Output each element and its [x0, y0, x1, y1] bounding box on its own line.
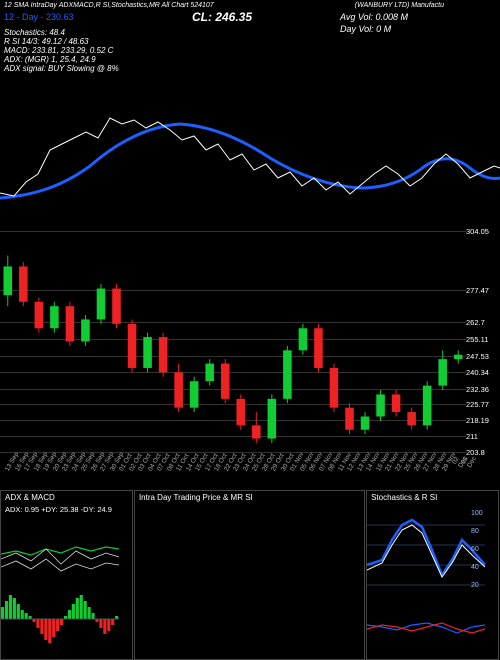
- macd-readout: MACD: 233.81, 233.29, 0.52 C: [4, 46, 113, 55]
- adx-chart: [1, 509, 121, 659]
- ma-readout: 12 - Day - 230.63: [4, 12, 74, 22]
- indicator-row: ADX & MACD ADX: 0.95 +DY: 25.38 -DY: 24.…: [0, 490, 500, 660]
- svg-text:40: 40: [471, 564, 479, 571]
- adx-signal: ADX signal: BUY Slowing @ 8%: [4, 64, 119, 73]
- header: 12 SMA IntraDay ADXMACD,R SI,Stochastics…: [0, 0, 500, 78]
- rsi-readout: R SI 14/3: 49.12 / 48.63: [4, 37, 89, 46]
- oscillator-chart: [0, 78, 500, 240]
- y-tick-label: 304.05: [466, 227, 489, 236]
- y-tick-label: 225.77: [466, 400, 489, 409]
- top-left-info: 12 SMA IntraDay ADXMACD,R SI,Stochastics…: [4, 2, 214, 9]
- day-vol: Day Vol: 0 M: [340, 24, 391, 34]
- intraday-panel: Intra Day Trading Price & MR SI: [134, 490, 365, 660]
- adx-macd-panel: ADX & MACD ADX: 0.95 +DY: 25.38 -DY: 24.…: [0, 490, 133, 660]
- y-tick-label: 211: [466, 432, 478, 441]
- avg-vol: Avg Vol: 0.008 M: [340, 12, 408, 22]
- adx-macd-title: ADX & MACD: [5, 493, 55, 502]
- stoch-chart: 100 80 60 40 20: [367, 505, 487, 655]
- y-tick-label: 262.7: [466, 318, 485, 327]
- intraday-title: Intra Day Trading Price & MR SI: [139, 493, 253, 502]
- y-tick-label: 247.53: [466, 352, 489, 361]
- svg-text:60: 60: [471, 546, 479, 553]
- price-panel: 304.05277.47262.7255.11247.53240.34232.3…: [0, 240, 500, 470]
- close-price: CL: 246.35: [192, 10, 252, 24]
- oscillator-panel: [0, 78, 500, 240]
- date-x-axis: 13 Sep16 Sep17 Sep18 Sep19 Sep20 Sep23 S…: [0, 454, 466, 470]
- y-tick-label: 277.47: [466, 286, 489, 295]
- adx-readout: ADX: (MGR) 1, 25.4, 24.9: [4, 55, 96, 64]
- y-tick-label: 255.11: [466, 335, 488, 344]
- stoch-title: Stochastics & R SI: [371, 493, 437, 502]
- svg-text:100: 100: [471, 510, 483, 517]
- svg-text:80: 80: [471, 528, 479, 535]
- top-right-info: (WANBURY LTD) Manufactu: [355, 2, 444, 9]
- price-y-axis: 304.05277.47262.7255.11247.53240.34232.3…: [466, 240, 498, 470]
- y-tick-label: 218.19: [466, 416, 489, 425]
- candlestick-chart: [0, 240, 466, 454]
- stoch-panel: Stochastics & R SI 100 80 60 40 20: [366, 490, 499, 660]
- y-tick-label: 240.34: [466, 368, 489, 377]
- stoch-readout: Stochastics: 48.4: [4, 28, 65, 37]
- svg-text:20: 20: [471, 582, 479, 589]
- y-tick-label: 232.36: [466, 385, 489, 394]
